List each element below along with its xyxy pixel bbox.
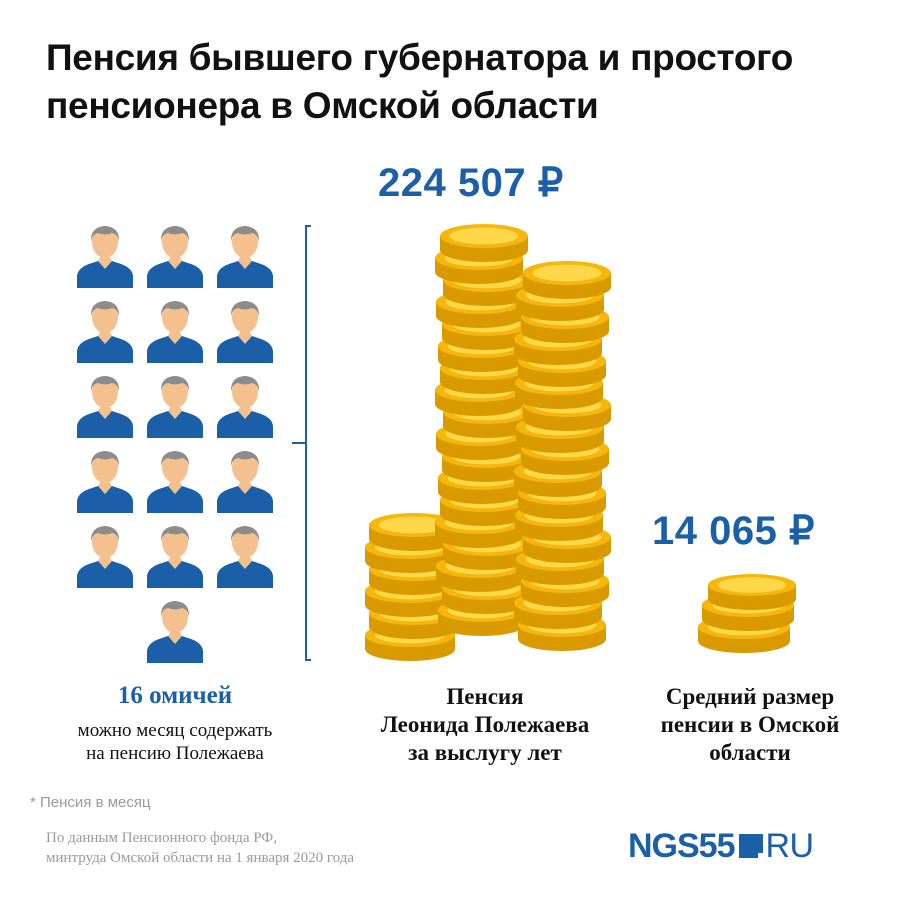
coin-icon (523, 261, 611, 299)
coin-icon (440, 224, 528, 262)
person-icon (144, 522, 206, 588)
page-title: Пенсия бывшего губернатора и простого пе… (46, 37, 794, 126)
person-icon (144, 297, 206, 363)
coin-stack-average (698, 574, 796, 653)
person-icon (214, 447, 276, 513)
ngs55-logo: NGS55 RU (628, 826, 814, 865)
person-icon (214, 372, 276, 438)
person-icon (74, 447, 136, 513)
coin-stacks-governor (365, 224, 611, 661)
person-icon (74, 372, 136, 438)
coin-icon (708, 574, 796, 610)
person-icon (74, 297, 136, 363)
person-icon (144, 447, 206, 513)
person-icon (74, 522, 136, 588)
person-icon (144, 372, 206, 438)
people-count-subcaption: можно месяц содержать на пенсию Полежаев… (77, 720, 273, 764)
person-icon (214, 222, 276, 288)
governor-pension-caption: Пенсия Леонида Полежаева за выслугу лет (380, 684, 590, 765)
person-icon (144, 597, 206, 663)
person-icon (214, 297, 276, 363)
bracket (292, 225, 311, 661)
average-pension-amount: 14 065 ₽ (652, 509, 815, 553)
person-icon (214, 522, 276, 588)
person-icon (144, 222, 206, 288)
people-count-caption: 16 омичей (117, 682, 233, 709)
logo-square-icon (738, 834, 768, 863)
footnote: * Пенсия в месяц (30, 794, 151, 811)
person-icon (74, 222, 136, 288)
governor-pension-amount: 224 507 ₽ (378, 161, 564, 205)
average-pension-caption: Средний размер пенсии в Омской области (660, 684, 840, 765)
source-note: По данным Пенсионного фонда РФ, минтруда… (46, 830, 355, 866)
